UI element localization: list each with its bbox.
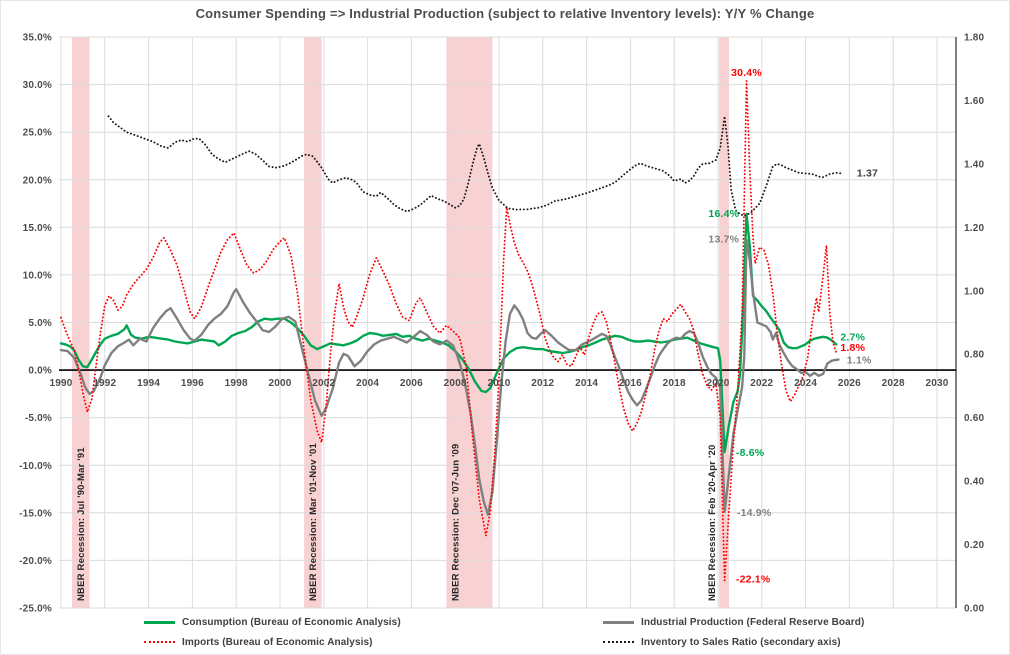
series-line-consumption (59, 212, 838, 454)
legend-label: Imports (Bureau of Economic Analysis) (182, 636, 373, 648)
left-axis-tick-label: -15.0% (19, 508, 52, 519)
legend-item-industrial_production: Industrial Production (Federal Reserve B… (603, 616, 864, 628)
x-axis-tick-label: 2012 (531, 378, 554, 389)
left-axis-tick-label: 30.0% (23, 80, 52, 91)
chart-title: Consumer Spending => Industrial Producti… (195, 6, 815, 21)
x-axis-tick-label: 2028 (882, 378, 905, 389)
x-axis-tick-label: 2008 (444, 378, 467, 389)
x-axis-tick-label: 2004 (356, 378, 379, 389)
x-axis-tick-label: 1996 (181, 378, 204, 389)
legend: Consumption (Bureau of Economic Analysis… (1, 614, 1009, 654)
x-axis-tick-label: 1998 (225, 378, 248, 389)
left-axis-tick-label: -5.0% (25, 413, 52, 424)
right-axis-tick-label: 0.20 (964, 540, 985, 551)
x-axis-tick-label: 2014 (575, 378, 598, 389)
recession-label: NBER Recession: Feb '20-Apr '20 (707, 445, 718, 601)
series-line-industrial_production (59, 238, 840, 516)
data-label: 1.37 (857, 167, 878, 179)
data-label: -22.1% (736, 573, 771, 585)
left-axis-tick-label: -20.0% (19, 556, 52, 567)
legend-marker-imports-line (144, 641, 175, 643)
left-axis-tick-label: 10.0% (23, 270, 52, 281)
legend-column: Consumption (Bureau of Economic Analysis… (144, 616, 401, 648)
left-axis-tick-label: 5.0% (28, 318, 52, 329)
data-label: -8.6% (736, 447, 765, 459)
data-label: 16.4% (708, 208, 739, 220)
right-axis-tick-label: 1.80 (964, 33, 985, 44)
left-axis-tick-label: -10.0% (19, 461, 52, 472)
recession-label: NBER Recession: Dec '07-Jun '09 (450, 444, 461, 602)
right-axis-tick-label: 0.60 (964, 413, 985, 424)
right-axis-tick-label: 0.40 (964, 477, 985, 488)
data-label: -14.9% (737, 507, 772, 519)
legend-item-imports: Imports (Bureau of Economic Analysis) (144, 636, 401, 648)
data-label: 1.1% (847, 355, 872, 367)
legend-label: Inventory to Sales Ratio (secondary axis… (641, 636, 841, 648)
legend-item-consumption: Consumption (Bureau of Economic Analysis… (144, 616, 401, 628)
x-axis-tick-label: 2006 (400, 378, 423, 389)
x-axis-tick-label: 1990 (49, 378, 72, 389)
x-axis-tick-label: 1994 (137, 378, 160, 389)
legend-marker-industrial_production-line (603, 620, 634, 624)
legend-marker-inventory_sales_ratio-line (603, 641, 634, 643)
right-axis-tick-label: 1.60 (964, 96, 985, 107)
left-axis-tick-label: 20.0% (23, 175, 52, 186)
x-axis-tick-label: 2016 (619, 378, 642, 389)
legend-label: Industrial Production (Federal Reserve B… (641, 616, 865, 628)
recession-label: NBER Recession: Jul '90-Mar '91 (76, 447, 87, 601)
x-axis-tick-label: 2002 (312, 378, 335, 389)
x-axis-tick-label: 2022 (750, 378, 773, 389)
x-axis-tick-label: 2018 (663, 378, 686, 389)
legend-column: Industrial Production (Federal Reserve B… (603, 616, 864, 648)
x-axis-tick-label: 2010 (487, 378, 510, 389)
series-line-imports (60, 79, 838, 582)
legend-item-inventory_sales_ratio: Inventory to Sales Ratio (secondary axis… (603, 636, 864, 648)
x-axis-tick-label: 2024 (794, 378, 817, 389)
data-label: 2.7% (840, 332, 865, 344)
left-axis-tick-label: -25.0% (19, 604, 52, 615)
right-axis-tick-label: 1.40 (964, 159, 985, 170)
left-axis-tick-label: 15.0% (23, 223, 52, 234)
recession-label: NBER Recession: Mar '01-Nov '01 (308, 442, 319, 601)
x-axis-tick-label: 2026 (838, 378, 861, 389)
left-axis-tick-label: 0.0% (28, 366, 52, 377)
x-axis-tick-label: 1992 (93, 378, 116, 389)
left-axis-tick-label: 35.0% (23, 33, 52, 44)
data-label: 30.4% (731, 67, 762, 79)
right-axis-tick-label: 1.00 (964, 286, 985, 297)
x-axis-tick-label: 2030 (925, 378, 948, 389)
right-axis-tick-label: 0.00 (964, 604, 985, 615)
right-axis-tick-label: 0.80 (964, 350, 985, 361)
legend-label: Consumption (Bureau of Economic Analysis… (182, 616, 401, 628)
series-line-inventory_sales_ratio (107, 115, 842, 217)
x-axis-tick-label: 2020 (706, 378, 729, 389)
data-label: 13.7% (708, 234, 739, 246)
right-axis-tick-label: 1.20 (964, 223, 985, 234)
data-label: 1.8% (840, 342, 865, 354)
x-axis-tick-label: 2000 (268, 378, 291, 389)
legend-marker-consumption-line (144, 620, 175, 624)
left-axis-tick-label: 25.0% (23, 128, 52, 139)
